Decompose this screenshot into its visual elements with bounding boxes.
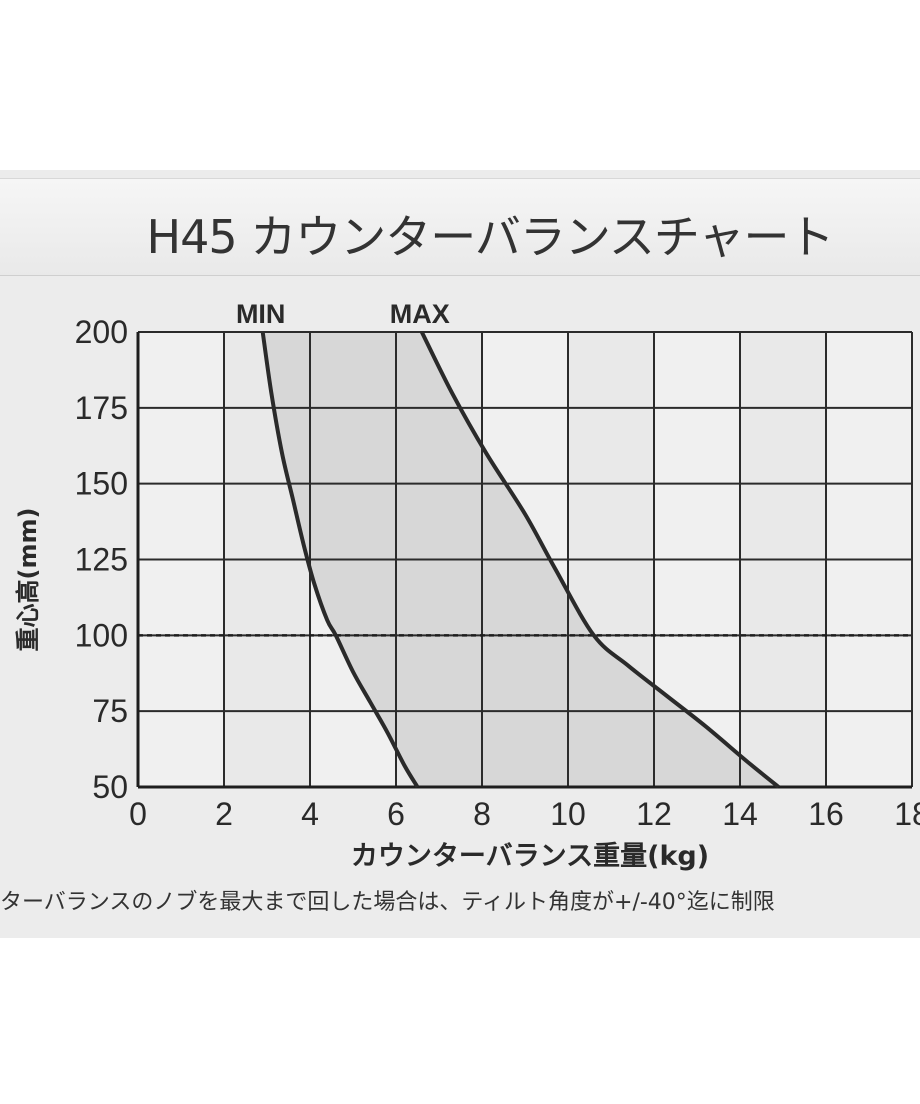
x-tick-label: 12: [636, 796, 672, 832]
chart-title: H45 カウンターバランスチャート: [146, 210, 835, 264]
x-tick-label: 18: [894, 796, 920, 832]
x-tick-label: 4: [301, 796, 319, 832]
x-tick-label: 14: [722, 796, 758, 832]
x-tick-label: 2: [215, 796, 233, 832]
x-tick-label: 6: [387, 796, 405, 832]
y-tick-label: 50: [92, 769, 128, 805]
y-tick-label: 150: [75, 466, 128, 502]
y-tick-label: 100: [75, 617, 128, 653]
y-tick-label: 125: [75, 542, 128, 578]
title-bar: H45 カウンターバランスチャート: [0, 178, 920, 276]
counterbalance-chart: 0 2 4 6 8 10 12 14 16 18 50 75 100 125 150 175 200 MIN M…: [14, 299, 920, 872]
x-tick-label: 8: [473, 796, 491, 832]
x-tick-label: 10: [550, 796, 586, 832]
series-label-max: MAX: [390, 299, 450, 329]
y-axis-label: 重心高(mm): [14, 508, 42, 652]
curve-max: [420, 331, 780, 789]
y-tick-label: 200: [75, 314, 128, 350]
chart-panel: H45 カウンターバランスチャート 0 2 4 6 8 10 12 14 16 18 50 75 10…: [0, 170, 920, 938]
x-tick-label: 16: [808, 796, 844, 832]
series-label-min: MIN: [236, 299, 286, 329]
x-axis-label: カウンターバランス重量(kg): [351, 841, 709, 872]
y-tick-label: 175: [75, 390, 128, 426]
y-tick-label: 75: [92, 693, 128, 729]
x-tick-label: 0: [129, 796, 147, 832]
footnote: ターバランスのノブを最大まで回した場合は、ティルト角度が+/-40°迄に制限: [0, 890, 775, 915]
curve-min: [260, 331, 420, 789]
